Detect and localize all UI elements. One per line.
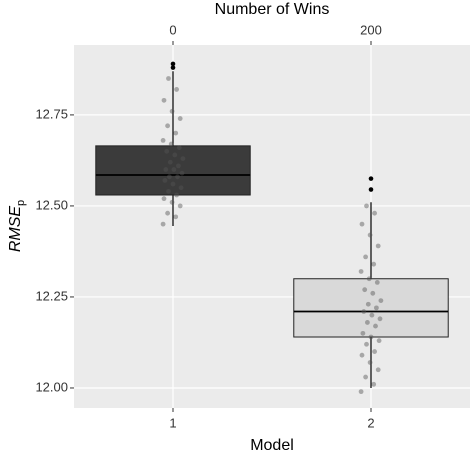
jitter-point [372, 210, 377, 216]
jitter-point [374, 305, 379, 311]
jitter-point [178, 185, 184, 191]
box [293, 278, 449, 338]
x-axis-title: Model [250, 437, 294, 454]
jitter-point [172, 152, 178, 158]
jitter-point [176, 145, 182, 151]
jitter-point [177, 203, 183, 209]
jitter-point [163, 167, 169, 172]
jitter-point [366, 276, 372, 282]
y-tick-label: 12.75 [35, 106, 68, 121]
jitter-point [374, 279, 380, 285]
jitter-point [362, 287, 368, 293]
y-axis-title-main: RMSE [7, 206, 24, 253]
jitter-point [164, 148, 170, 154]
y-axis-title: RMSEp [7, 200, 27, 252]
jitter-point [378, 298, 384, 303]
x-tick-label: 1 [169, 415, 176, 430]
jitter-point [361, 309, 367, 314]
jitter-point [165, 210, 171, 216]
jitter-point [363, 254, 368, 260]
jitter-point [166, 188, 171, 194]
jitter-point [174, 192, 180, 198]
jitter-point [168, 141, 174, 147]
jitter-point [371, 381, 377, 387]
jitter-point [368, 334, 374, 340]
jitter-point [166, 76, 171, 81]
jitter-point [365, 301, 371, 307]
jitter-point [370, 290, 376, 296]
jitter-point [377, 316, 383, 322]
jitter-point [360, 330, 366, 336]
jitter-point [162, 178, 168, 183]
jitter-point [364, 341, 369, 347]
jitter-point [169, 199, 175, 205]
jitter-point [173, 130, 179, 136]
jitter-point [177, 116, 183, 121]
box [95, 145, 251, 196]
outlier [170, 65, 176, 70]
outlier [368, 176, 374, 181]
outlier [170, 61, 176, 67]
x-tick-label: 2 [367, 415, 374, 430]
jitter-point [160, 137, 166, 143]
jitter-point [365, 320, 370, 325]
y-axis-title-sub: p [15, 200, 27, 206]
jitter-point [169, 108, 175, 114]
jitter-point [171, 167, 177, 172]
jitter-point [175, 174, 180, 180]
jitter-point [375, 243, 381, 249]
jitter-point [161, 97, 167, 103]
y-tick-label: 12.00 [35, 379, 68, 394]
jitter-point [359, 352, 365, 358]
jitter-point [167, 174, 172, 180]
jitter-point [358, 389, 364, 395]
jitter-point [371, 261, 377, 267]
jitter-point [359, 221, 365, 227]
jitter-point [369, 312, 375, 318]
jitter-point [161, 196, 167, 202]
jitter-point [367, 232, 373, 238]
jitter-point [376, 338, 382, 344]
plot [95, 61, 449, 395]
y-tick-label: 12.25 [35, 288, 68, 303]
jitter-point [372, 349, 377, 354]
jitter-point [363, 374, 368, 380]
jitter-point [180, 156, 186, 161]
top-tick-label: 0 [169, 22, 176, 37]
jitter-point [170, 181, 176, 187]
outlier [368, 187, 374, 192]
jitter-point [364, 203, 369, 209]
jitter-point [373, 323, 378, 329]
top-tick-label: 200 [360, 22, 382, 37]
top-axis-title: Number of Wins [215, 1, 330, 18]
jitter-point [165, 123, 171, 129]
jitter-point [167, 159, 173, 165]
jitter-point [367, 360, 373, 365]
panel [74, 45, 470, 408]
jitter-point [179, 170, 185, 176]
jitter-point [160, 221, 166, 227]
jitter-point [176, 163, 181, 169]
jitter-point [174, 87, 180, 92]
y-tick-label: 12.50 [35, 197, 68, 212]
jitter-point [358, 269, 364, 274]
jitter-point [173, 214, 179, 220]
jitter-point [375, 367, 381, 373]
